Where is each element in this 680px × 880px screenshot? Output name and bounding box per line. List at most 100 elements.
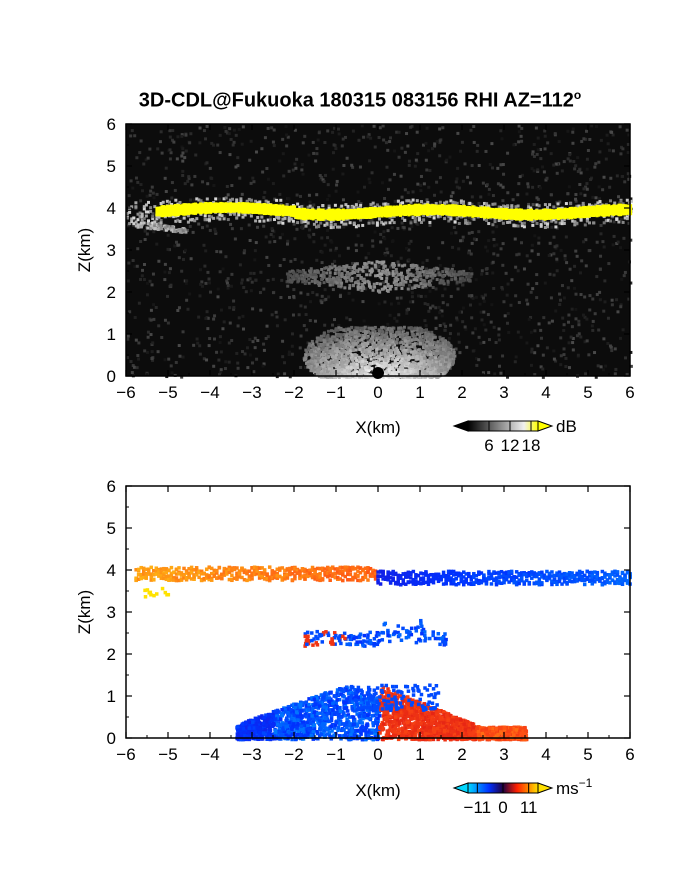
- layer-halo-cell: [218, 217, 222, 221]
- noise-cell: [364, 287, 368, 291]
- layer-halo-cell: [487, 222, 491, 226]
- noise-cell: [270, 126, 274, 130]
- fan-echo-cell: [422, 356, 426, 360]
- fan-echo-cell: [379, 343, 383, 347]
- fan-echo-cell: [416, 327, 420, 331]
- noise-cell: [260, 147, 264, 151]
- mid-echo-cell: [385, 289, 389, 293]
- fan-echo-cell: [367, 369, 371, 373]
- noise-cell: [599, 254, 603, 258]
- noise-cell: [265, 166, 269, 170]
- noise-cell: [451, 191, 455, 195]
- noise-cell: [211, 143, 215, 147]
- layer-halo-cell: [420, 199, 423, 203]
- mid-echo-cell: [456, 273, 460, 277]
- fan-echo-cell: [315, 340, 319, 344]
- fan-echo-cell: [347, 335, 351, 339]
- noise-cell: [543, 129, 547, 133]
- noise-cell: [170, 138, 174, 142]
- noise-cell: [449, 323, 453, 327]
- fan-echo-cell: [407, 354, 411, 358]
- noise-cell: [390, 226, 394, 230]
- noise-cell: [535, 152, 539, 156]
- layer-halo-cell: [325, 222, 329, 226]
- fan-echo-cell: [377, 360, 381, 364]
- noise-cell: [183, 182, 187, 186]
- noise-cell: [484, 267, 488, 271]
- fan-echo-cell: [417, 362, 421, 366]
- noise-cell: [390, 240, 394, 244]
- fan-echo-cell: [337, 339, 341, 343]
- noise-cell: [451, 245, 455, 249]
- noise-cell: [563, 254, 567, 258]
- fan-echo-cell: [326, 345, 330, 349]
- layer-halo-cell: [455, 201, 459, 205]
- fan-echo-cell: [414, 357, 418, 361]
- layer-halo-cell: [212, 216, 216, 220]
- mid-echo-cell: [393, 277, 397, 281]
- noise-cell: [519, 134, 523, 138]
- layer-halo-cell: [581, 201, 585, 205]
- noise-cell: [460, 239, 464, 243]
- noise-cell: [145, 293, 149, 297]
- noise-cell: [601, 368, 605, 372]
- noise-cell: [478, 302, 482, 306]
- mid-echo-cell: [395, 271, 399, 275]
- noise-cell: [133, 134, 137, 138]
- noise-cell: [242, 251, 246, 255]
- noise-cell: [205, 310, 209, 314]
- noise-cell: [198, 352, 202, 356]
- noise-cell: [160, 151, 164, 155]
- mid-echo-cell: [377, 269, 381, 273]
- fan-echo-cell: [440, 347, 444, 351]
- noise-cell: [540, 336, 544, 340]
- mid-echo-cell: [310, 279, 314, 283]
- noise-cell: [213, 227, 217, 231]
- mid-echo-cell: [362, 286, 366, 290]
- noise-cell: [380, 181, 384, 185]
- fan-echo-cell: [439, 368, 443, 372]
- noise-cell: [614, 367, 618, 371]
- noise-cell: [205, 224, 209, 228]
- noise-cell: [482, 299, 486, 303]
- noise-cell: [151, 212, 155, 216]
- fan-echo-cell: [409, 350, 413, 354]
- fan-echo-cell: [432, 369, 436, 373]
- fan-echo-cell: [391, 365, 395, 369]
- noise-cell: [267, 263, 271, 267]
- noise-cell: [187, 176, 191, 180]
- mid-echo-cell: [426, 274, 430, 278]
- fan-echo-cell: [320, 363, 324, 367]
- noise-cell: [485, 249, 489, 253]
- fan-echo-cell: [390, 371, 394, 375]
- noise-cell: [189, 132, 193, 136]
- noise-cell: [469, 128, 473, 132]
- noise-cell: [221, 267, 225, 271]
- fan-echo-cell: [305, 350, 309, 354]
- noise-cell: [548, 241, 552, 245]
- layer-halo-cell: [142, 217, 146, 221]
- noise-cell: [172, 140, 176, 144]
- noise-cell: [516, 269, 520, 273]
- layer-halo-cell: [392, 221, 396, 225]
- mid-echo-cell: [351, 265, 355, 269]
- fan-echo-cell: [326, 343, 330, 347]
- noise-cell: [332, 143, 336, 147]
- noise-cell: [626, 172, 630, 176]
- mid-echo-cell: [438, 281, 442, 285]
- mid-echo-cell: [415, 271, 419, 275]
- fan-echo-cell: [430, 359, 434, 363]
- noise-cell: [335, 183, 339, 187]
- noise-cell: [350, 361, 354, 365]
- layer-halo-cell: [413, 220, 417, 224]
- noise-cell: [474, 238, 478, 242]
- layer-halo-cell: [195, 217, 199, 221]
- noise-cell: [441, 301, 445, 305]
- noise-cell: [254, 241, 258, 245]
- fan-echo-cell: [344, 354, 348, 358]
- noise-cell: [577, 319, 581, 323]
- noise-cell: [251, 340, 255, 344]
- fan-echo-cell: [334, 338, 338, 342]
- noise-cell: [594, 162, 598, 166]
- noise-cell: [181, 355, 185, 359]
